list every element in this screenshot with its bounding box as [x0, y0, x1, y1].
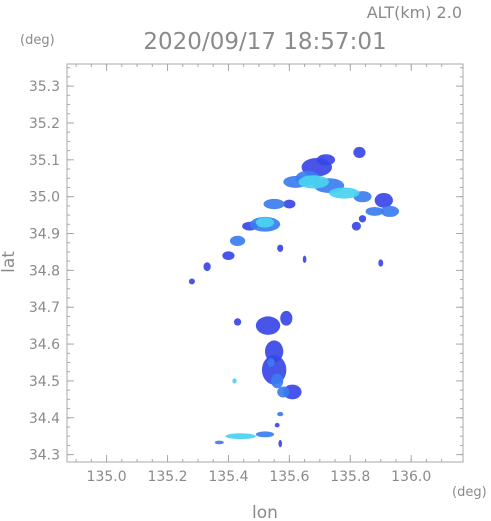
echo-cell-weak	[283, 199, 296, 209]
echo-cell-moderate	[229, 235, 246, 247]
echo-cell-weak	[277, 244, 284, 252]
x-tick-label: 135.6	[269, 469, 309, 485]
axis-ticks	[67, 64, 463, 462]
x-tick-label: 135.4	[208, 469, 248, 485]
echo-cell-strong	[298, 175, 329, 189]
echo-cell-moderate	[271, 373, 284, 389]
echo-cell-weak	[283, 384, 302, 400]
echo-cell-moderate	[380, 205, 400, 217]
x-tick-label: 135.2	[147, 469, 187, 485]
y-tick-label: 34.3	[29, 448, 60, 464]
altitude-label: ALT(km) 2.0	[367, 3, 462, 22]
echo-cell-moderate	[365, 206, 384, 216]
echo-cell-weak	[302, 255, 307, 263]
echo-cell-moderate	[277, 411, 284, 417]
x-axis-label: lon	[252, 503, 278, 521]
y-tick-label: 35.0	[29, 190, 60, 206]
echo-cell-weak	[353, 146, 366, 158]
y-tick-label: 34.6	[29, 337, 60, 353]
x-tick-label: 136.0	[391, 469, 431, 485]
x-tick-labels: 135.0 135.2 135.4 135.6 135.8 136.0	[87, 469, 432, 485]
y-tick-label: 35.2	[29, 116, 60, 132]
echo-cell-weak	[203, 262, 211, 272]
x-tick-label: 135.8	[330, 469, 370, 485]
echo-cell-moderate	[263, 198, 285, 210]
y-tick-label: 34.7	[29, 300, 60, 316]
echo-cell-strong	[232, 378, 237, 384]
y-unit-label: (deg)	[20, 33, 55, 48]
echo-cell-moderate	[255, 431, 275, 438]
echo-cell-weak	[358, 215, 367, 223]
chart-title: 2020/09/17 18:57:01	[143, 29, 386, 55]
echo-cell-moderate	[277, 386, 290, 398]
x-unit-label: (deg)	[452, 485, 487, 500]
echo-cell-weak	[222, 251, 235, 261]
echo-cell-strong	[255, 217, 275, 228]
y-tick-label: 35.1	[29, 153, 60, 169]
y-tick-label: 34.4	[29, 411, 60, 427]
echo-cell-weak	[378, 259, 384, 267]
echo-cell-weak	[233, 318, 242, 326]
echo-cell-moderate	[214, 440, 224, 445]
echo-cell-weak	[374, 192, 393, 208]
echo-cell-strong	[225, 433, 256, 440]
y-tick-label: 35.3	[29, 79, 60, 95]
echo-cell-weak	[278, 439, 283, 448]
y-tick-label: 34.9	[29, 227, 60, 243]
echo-cell-weak	[274, 422, 280, 428]
y-tick-labels: 34.3 34.4 34.5 34.6 34.7 34.8 34.9 35.0 35.1 35.2…	[29, 79, 60, 464]
plot-frame	[66, 63, 464, 463]
echo-cell-moderate	[267, 358, 275, 367]
echo-cell-strong	[328, 187, 360, 199]
echo-layer	[188, 146, 400, 448]
echo-cell-weak	[351, 221, 361, 231]
y-tick-label: 34.8	[29, 263, 60, 279]
x-tick-label: 135.0	[87, 469, 127, 485]
y-tick-label: 34.5	[29, 374, 60, 390]
echo-cell-weak	[316, 154, 336, 166]
echo-cell-weak	[255, 316, 281, 335]
y-axis-label: lat	[0, 251, 19, 273]
echo-cell-weak	[188, 278, 195, 285]
echo-cell-weak	[280, 310, 293, 326]
